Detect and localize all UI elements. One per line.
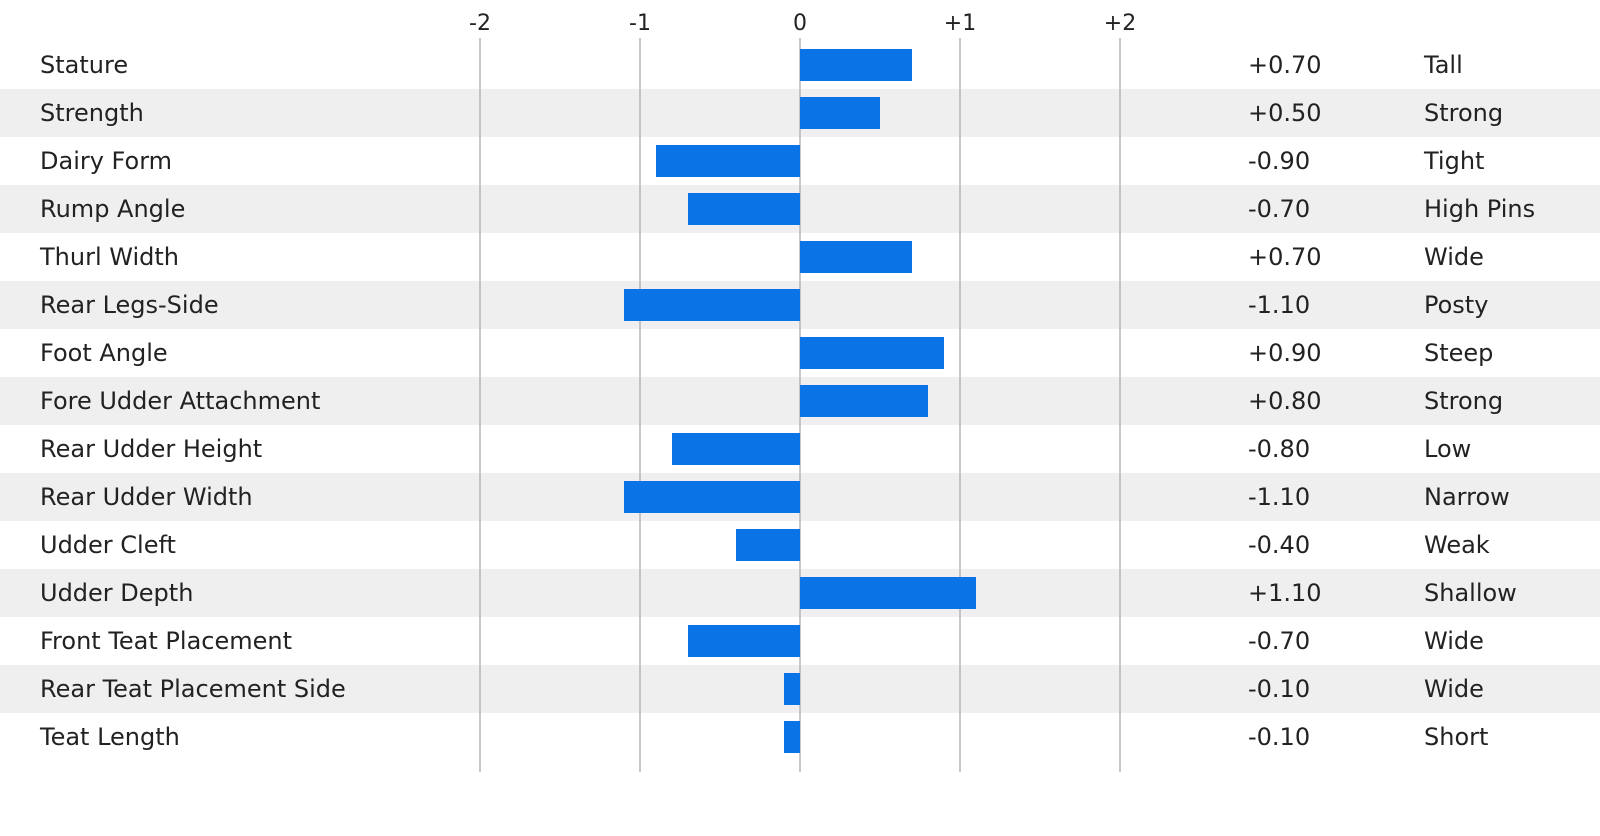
descriptor-label: Tight [1423, 147, 1484, 175]
trait-labels: Stature Strength Dairy Form Rump Angle Thurl… [39, 51, 346, 751]
x-tick-label: +1 [944, 11, 976, 36]
score-label: -1.10 [1248, 291, 1310, 319]
descriptor-label: High Pins [1424, 195, 1535, 223]
bars [624, 49, 976, 753]
score-label: +0.90 [1248, 339, 1322, 367]
trait-label: Thurl Width [39, 243, 179, 271]
trait-label: Rear Legs-Side [40, 291, 219, 319]
trait-label: Rear Udder Width [40, 483, 253, 511]
trait-label: Rear Teat Placement Side [40, 675, 346, 703]
descriptor-label: Posty [1424, 291, 1488, 319]
descriptor-labels: Tall Strong Tight High Pins Wide Posty Steep St… [1423, 51, 1535, 751]
trait-label: Dairy Form [40, 147, 172, 175]
trait-label: Udder Cleft [40, 531, 176, 559]
x-tick-label: 0 [793, 11, 807, 36]
score-label: +0.50 [1248, 99, 1322, 127]
trait-label: Rump Angle [40, 195, 185, 223]
score-label: -0.10 [1248, 675, 1310, 703]
bar [800, 337, 944, 369]
score-label: +0.80 [1248, 387, 1322, 415]
score-label: -0.70 [1248, 195, 1310, 223]
bar [800, 49, 912, 81]
trait-label: Rear Udder Height [40, 435, 262, 463]
bar [624, 289, 800, 321]
x-tick-label: -1 [629, 11, 651, 36]
bar [688, 625, 800, 657]
descriptor-label: Narrow [1424, 483, 1510, 511]
score-label: -0.70 [1248, 627, 1310, 655]
descriptor-label: Wide [1424, 675, 1484, 703]
bar [736, 529, 800, 561]
descriptor-label: Weak [1424, 531, 1490, 559]
descriptor-label: Steep [1424, 339, 1493, 367]
x-tick-label: +2 [1104, 11, 1136, 36]
bar [800, 577, 976, 609]
bar [800, 385, 928, 417]
descriptor-label: Strong [1424, 99, 1503, 127]
trait-label: Udder Depth [40, 579, 193, 607]
trait-label: Fore Udder Attachment [40, 387, 320, 415]
score-label: -0.80 [1248, 435, 1310, 463]
bar [672, 433, 800, 465]
descriptor-label: Low [1424, 435, 1471, 463]
descriptor-label: Tall [1423, 51, 1463, 79]
bar [800, 97, 880, 129]
trait-label: Front Teat Placement [40, 627, 292, 655]
x-tick-label: -2 [469, 11, 491, 36]
descriptor-label: Wide [1424, 627, 1484, 655]
bar [800, 241, 912, 273]
trait-label: Teat Length [39, 723, 180, 751]
descriptor-label: Wide [1424, 243, 1484, 271]
trait-label: Stature [40, 51, 128, 79]
x-axis-ticks: -2 -1 0 +1 +2 [469, 11, 1136, 36]
bar [784, 721, 800, 753]
score-labels: +0.70 +0.50 -0.90 -0.70 +0.70 -1.10 +0.90 +0.80… [1248, 51, 1322, 751]
score-label: -0.10 [1248, 723, 1310, 751]
bar [784, 673, 800, 705]
bar [688, 193, 800, 225]
score-label: +0.70 [1248, 51, 1322, 79]
score-label: -0.90 [1248, 147, 1310, 175]
score-label: -1.10 [1248, 483, 1310, 511]
trait-label: Strength [40, 99, 144, 127]
score-label: +0.70 [1248, 243, 1322, 271]
score-label: +1.10 [1248, 579, 1322, 607]
trait-label: Foot Angle [40, 339, 168, 367]
descriptor-label: Shallow [1424, 579, 1517, 607]
bar [656, 145, 800, 177]
score-label: -0.40 [1248, 531, 1310, 559]
descriptor-label: Strong [1424, 387, 1503, 415]
descriptor-label: Short [1424, 723, 1488, 751]
bar [624, 481, 800, 513]
